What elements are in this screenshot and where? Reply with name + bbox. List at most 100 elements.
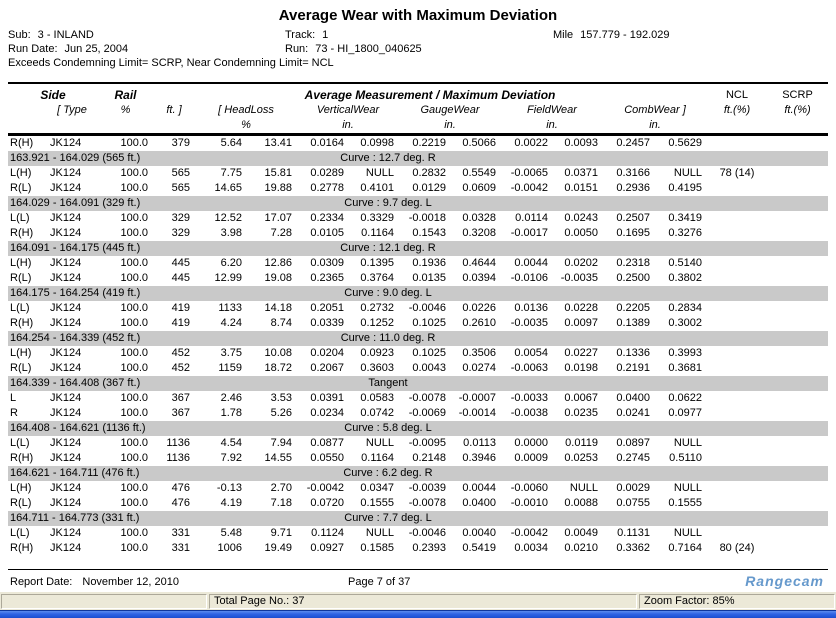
cell-headloss-avg: 14.65 [214,182,242,194]
cell-fieldwear-avg: -0.0033 [510,392,548,404]
section-range: 164.029 - 164.091 (329 ft.) [10,197,141,209]
cell-headloss-avg: 6.20 [220,257,242,269]
cell-ncl-value [707,211,767,226]
cell-verticalwear-avg: 0.0877 [310,437,344,449]
cell-scrp-value [767,406,828,421]
cell-verticalwear-avg: 0.2051 [310,302,344,314]
cell-rail-ft: 1136 [166,437,190,449]
cell-verticalwear-max: 0.1395 [360,257,394,269]
cell-combwear-avg: 0.0400 [616,392,650,404]
combwear-unit: in. [649,119,661,131]
table-row: L(L) JK124 100.0 329 12.52 17.07 0.2334 0.3329 -… [8,211,828,226]
cell-rail-pct: 100.0 [120,437,148,449]
limits-line: Exceeds Condemning Limit= SCRP, Near Con… [8,57,334,69]
table-row: L(L) JK124 100.0 419 1133 14.18 0.2051 0.2732 -0… [8,301,828,316]
cell-headloss-avg: 3.75 [220,347,242,359]
cell-rail-pct: 100.0 [120,497,148,509]
cell-fieldwear-avg: -0.0017 [510,227,548,239]
cell-headloss-max: 3.53 [270,392,292,404]
cell-headloss-max: 5.26 [270,407,292,419]
cell-rail-ft: 445 [171,257,190,269]
cell-ncl-value [707,135,767,152]
cell-rail-ft: 476 [171,482,190,494]
cell-headloss-avg: 1006 [217,542,242,554]
cell-fieldwear-max: 0.0210 [564,542,598,554]
col-header-scrp: SCRP [782,89,813,101]
cell-verticalwear-max: 0.0347 [360,482,394,494]
cell-gaugewear-max: -0.0014 [458,407,496,419]
cell-ncl-value [707,181,767,196]
col-header-ncl: NCL [725,89,748,101]
cell-headloss-avg: 7.75 [220,167,242,179]
cell-verticalwear-max: NULL [365,527,394,539]
cell-headloss-max: 13.41 [264,137,292,149]
cell-verticalwear-max: 0.1555 [360,497,394,509]
cell-fieldwear-max: 0.0151 [564,182,598,194]
cell-gaugewear-avg: 0.0043 [412,362,446,374]
cell-fieldwear-max: 0.0235 [564,407,598,419]
cell-verticalwear-max: 0.1164 [361,227,394,239]
cell-combwear-avg: 0.0241 [616,407,650,419]
cell-ncl-value [707,256,767,271]
col-header-ncl-unit: ft.(%) [723,104,751,116]
cell-fieldwear-avg: -0.0065 [510,167,548,179]
cell-rail-pct: 100.0 [120,362,148,374]
cell-verticalwear-max: 0.0742 [360,407,394,419]
cell-fieldwear-max: 0.0202 [564,257,598,269]
cell-gaugewear-max: -0.0007 [458,392,496,404]
section-description: Curve : 12.7 deg. R [340,152,436,164]
cell-headloss-avg: 12.52 [214,212,242,224]
cell-gaugewear-max: 0.0328 [462,212,496,224]
mile-value: 157.779 - 192.029 [580,29,670,41]
section-range: 164.339 - 164.408 (367 ft.) [10,377,141,389]
cell-ncl-value [707,271,767,286]
cell-headloss-max: 19.88 [264,182,292,194]
cell-verticalwear-avg: 0.0234 [310,407,344,419]
cell-scrp-value [767,211,828,226]
cell-rail-ft: 452 [171,362,190,374]
cell-combwear-avg: 0.3362 [616,542,650,554]
cell-scrp-value [767,226,828,241]
cell-gaugewear-max: 0.2610 [462,317,496,329]
table-row: L(H) JK124 100.0 445 6.20 12.86 0.0309 0.1395 0.… [8,256,828,271]
track-value: 1 [322,29,329,41]
cell-fieldwear-max: 0.0253 [564,452,598,464]
headloss-unit: % [241,119,251,131]
cell-combwear-avg: 0.3166 [616,167,650,179]
cell-fieldwear-max: 0.0198 [564,362,598,374]
cell-rail-ft: 379 [171,137,190,149]
cell-rail-type: JK124 [50,317,82,329]
section-range: 164.408 - 164.621 (1136 ft.) [10,422,146,434]
cell-headloss-avg: 4.19 [220,497,242,509]
cell-fieldwear-avg: 0.0114 [515,212,548,224]
cell-headloss-max: 8.74 [270,317,292,329]
cell-gaugewear-max: 0.0394 [462,272,496,284]
cell-ncl-value [707,526,767,541]
cell-verticalwear-avg: 0.0289 [310,167,344,179]
cell-gaugewear-avg: 0.2393 [412,542,446,554]
cell-headloss-max: 7.94 [270,437,292,449]
cell-fieldwear-avg: 0.0054 [514,347,548,359]
cell-fieldwear-max: 0.0093 [564,137,598,149]
section-row: 164.621 - 164.711 (476 ft.) Curve : 6.2 d… [8,466,828,481]
section-row: 164.091 - 164.175 (445 ft.) Curve : 12.1 … [8,241,828,256]
cell-scrp-value [767,346,828,361]
cell-verticalwear-avg: 0.0164 [310,137,344,149]
wear-table: Side Rail Average Measurement / Maximum … [8,82,828,556]
section-range: 164.254 - 164.339 (452 ft.) [10,332,141,344]
cell-verticalwear-avg: 0.1124 [311,527,344,539]
cell-fieldwear-avg: -0.0060 [510,482,548,494]
cell-fieldwear-max: 0.0243 [564,212,598,224]
report-info-block: Sub: 3 - INLAND Track: 1 Mile 157.779 - 192… [8,28,828,78]
cell-gaugewear-avg: 0.0135 [412,272,446,284]
cell-rail-pct: 100.0 [120,452,148,464]
cell-rail-ft: 476 [171,497,190,509]
cell-verticalwear-max: 0.3329 [360,212,394,224]
cell-ncl-value [707,436,767,451]
cell-ncl-value [707,406,767,421]
cell-fieldwear-avg: -0.0035 [510,317,548,329]
col-header-rail: Rail [114,88,137,102]
cell-rail-ft: 329 [171,212,190,224]
cell-scrp-value [767,166,828,181]
section-row: 164.029 - 164.091 (329 ft.) Curve : 9.7 d… [8,196,828,211]
